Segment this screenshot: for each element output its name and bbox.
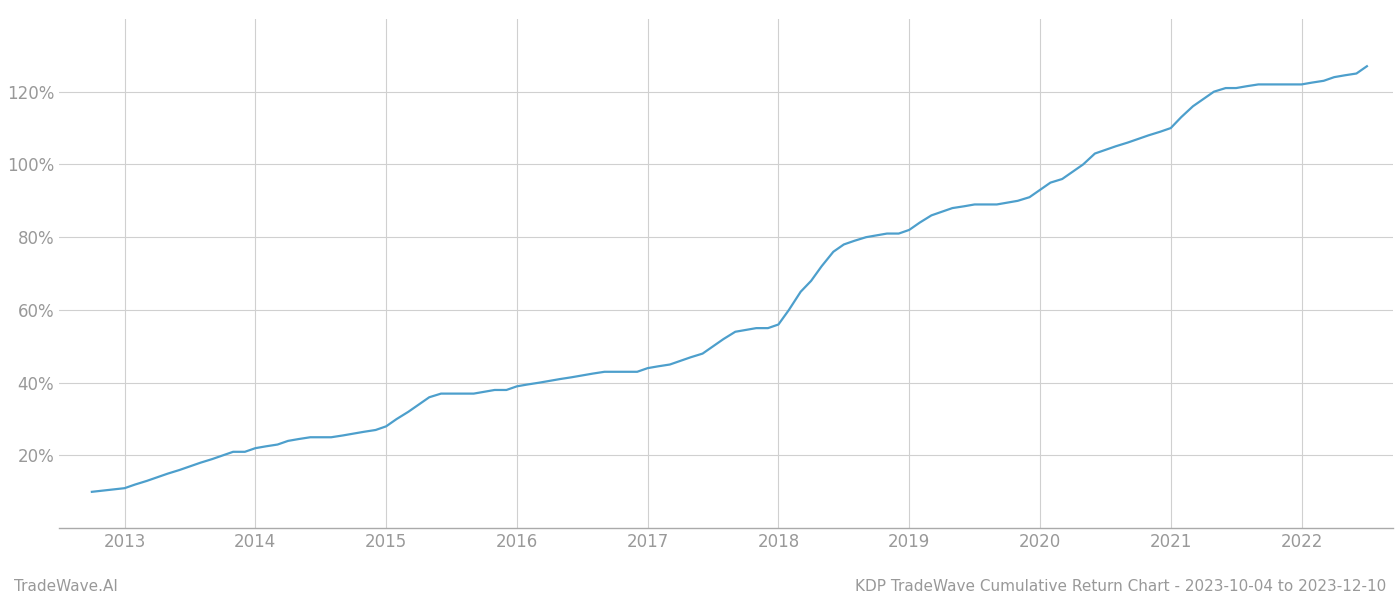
- Text: TradeWave.AI: TradeWave.AI: [14, 579, 118, 594]
- Text: KDP TradeWave Cumulative Return Chart - 2023-10-04 to 2023-12-10: KDP TradeWave Cumulative Return Chart - …: [855, 579, 1386, 594]
